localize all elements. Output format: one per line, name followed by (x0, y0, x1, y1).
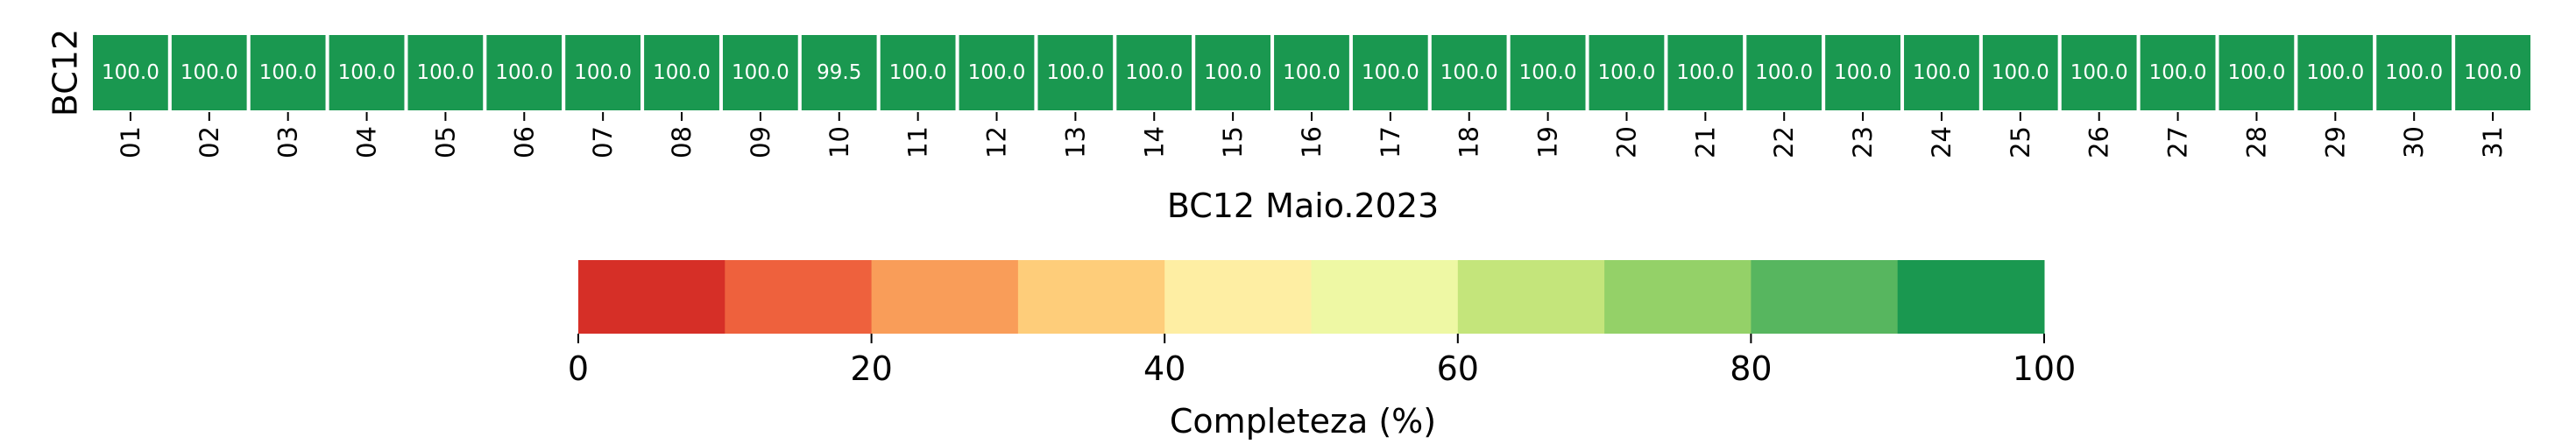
x-tick-label: 18 (1454, 126, 1484, 159)
x-tick-label: 29 (2320, 126, 2350, 159)
heatmap-cell (640, 32, 723, 114)
heatmap-cell (1348, 32, 1432, 114)
x-tick-label: 14 (1139, 126, 1169, 159)
x-tick-label: 22 (1769, 126, 1799, 159)
cell-value-label: 100.0 (1519, 61, 1577, 84)
cell-value-label: 100.0 (1362, 61, 1419, 84)
cell-value-label: 100.0 (1125, 61, 1183, 84)
colorbar-segment (1017, 260, 1165, 334)
x-tick-label: 12 (982, 126, 1012, 159)
cell-value-label: 100.0 (1913, 61, 1971, 84)
colorbar-segment (1311, 260, 1459, 334)
cell-value-label: 100.0 (2464, 61, 2522, 84)
colorbar-segment (1604, 260, 1752, 334)
x-tick-label: 25 (2006, 126, 2035, 159)
cell-value-label: 100.0 (2228, 61, 2286, 84)
colorbar-segment (1751, 260, 1899, 334)
x-tick-label: 10 (824, 126, 854, 159)
cell-value-label: 100.0 (889, 61, 947, 84)
colorbar-segment (871, 260, 1019, 334)
x-tick-label: 05 (430, 126, 460, 159)
colorbar-tick-label: 0 (568, 349, 589, 388)
cell-value-label: 100.0 (2070, 61, 2128, 84)
y-axis-label: BC12 (46, 29, 85, 116)
heatmap-cell (2136, 32, 2219, 114)
x-tick-label: 16 (1297, 126, 1327, 159)
cell-value-label: 100.0 (1755, 61, 1813, 84)
x-tick-label: 15 (1218, 126, 1248, 159)
cell-value-label: 100.0 (574, 61, 632, 84)
x-tick-label: 31 (2478, 126, 2508, 159)
colorbar-tick-label: 60 (1437, 349, 1479, 388)
colorbar-tick-label: 40 (1143, 349, 1185, 388)
x-tick-label: 26 (2084, 126, 2114, 159)
x-tick-label: 28 (2241, 126, 2271, 159)
heatmap-cell (1506, 32, 1589, 114)
cell-value-label: 100.0 (1204, 61, 1262, 84)
heatmap-cell (2452, 32, 2535, 114)
x-tick-label: 11 (903, 126, 933, 159)
heatmap-cell (1270, 32, 1353, 114)
colorbar-ticks: 0 20 40 60 80 100 (568, 334, 2076, 388)
heatmap-cell (955, 32, 1038, 114)
colorbar-tick-label: 20 (850, 349, 892, 388)
x-tick-label: 03 (273, 126, 303, 159)
x-axis-ticks: 01 02 03 04 05 06 07 08 09 10 11 12 13 14 15 16 17 18 19 20… (116, 112, 2508, 159)
colorbar-segment (578, 260, 725, 334)
colorbar-label: Completeza (%) (1170, 402, 1436, 440)
x-tick-label: 27 (2163, 126, 2193, 159)
x-tick-label: 08 (667, 126, 697, 159)
cell-value-label: 100.0 (1598, 61, 1656, 84)
heatmap-cell (1743, 32, 1826, 114)
x-tick-label: 09 (746, 126, 775, 159)
cell-value-label: 100.0 (653, 61, 711, 84)
cell-value-label: 100.0 (338, 61, 396, 84)
cell-value-label: 100.0 (1440, 61, 1498, 84)
cell-value-label: 100.0 (2306, 61, 2364, 84)
colorbar-segment (1897, 260, 2045, 334)
heatmap-cell (1822, 32, 1905, 114)
x-tick-label: 23 (1848, 126, 1878, 159)
colorbar-tick-label: 100 (2013, 349, 2077, 388)
cell-value-label: 100.0 (2149, 61, 2207, 84)
cell-value-label: 100.0 (1283, 61, 1341, 84)
x-tick-label: 17 (1376, 126, 1405, 159)
x-tick-label: 20 (1611, 126, 1641, 159)
heatmap-cell (1113, 32, 1196, 114)
heatmap-cell (1585, 32, 1668, 114)
cell-value-label: 100.0 (416, 61, 474, 84)
cell-value-label: 100.0 (732, 61, 789, 84)
cell-value-label: 100.0 (1834, 61, 1892, 84)
x-tick-label: 06 (509, 126, 539, 159)
cell-value-label: 100.0 (968, 61, 1026, 84)
heatmap-cells: 100.0 100.0 100.0 100.0 100.0 100.0 100.0 100.0… (89, 32, 2535, 114)
cell-value-label: 100.0 (2385, 61, 2443, 84)
cell-value-label: 100.0 (1046, 61, 1104, 84)
cell-value-label: 100.0 (1992, 61, 2049, 84)
colorbar-segment (1457, 260, 1605, 334)
colorbar-tick-label: 80 (1730, 349, 1772, 388)
colorbar-segment (1164, 260, 1312, 334)
colorbar (578, 260, 2045, 334)
x-tick-label: 19 (1533, 126, 1563, 159)
cell-value-label: 100.0 (259, 61, 317, 84)
x-tick-label: 07 (588, 126, 618, 159)
heatmap-cell (2294, 32, 2377, 114)
cell-value-label: 99.5 (817, 61, 861, 84)
colorbar-segment (725, 260, 873, 334)
cell-value-label: 100.0 (495, 61, 553, 84)
cell-value-label: 100.0 (102, 61, 159, 84)
cell-value-label: 100.0 (1676, 61, 1734, 84)
x-tick-label: 30 (2399, 126, 2429, 159)
x-tick-label: 02 (195, 126, 224, 159)
x-tick-label: 13 (1060, 126, 1090, 159)
x-tick-label: 21 (1690, 126, 1720, 159)
x-tick-label: 04 (352, 126, 382, 159)
x-axis-label: BC12 Maio.2023 (1167, 187, 1439, 225)
heatmap-cell (797, 32, 881, 114)
x-tick-label: 24 (1927, 126, 1957, 159)
x-tick-label: 01 (116, 126, 145, 159)
cell-value-label: 100.0 (180, 61, 238, 84)
